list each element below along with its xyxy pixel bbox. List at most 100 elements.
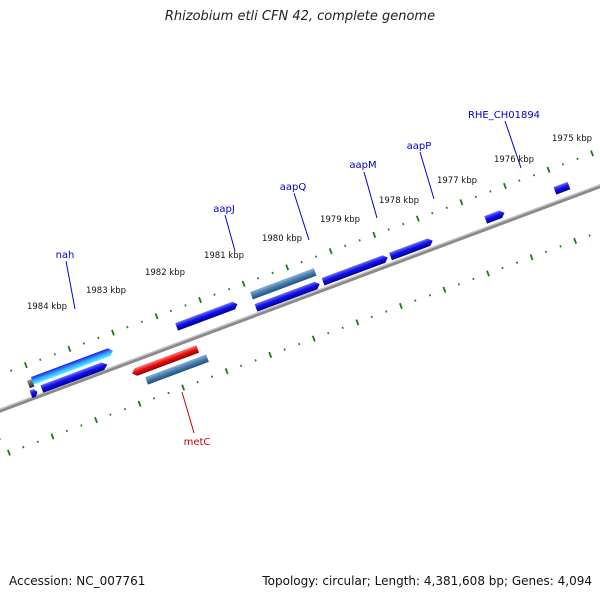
scale-tick (588, 234, 591, 237)
scale-tick (372, 231, 377, 238)
scale-tick (126, 325, 129, 329)
scale-tick (546, 166, 551, 173)
scale-tick (327, 332, 330, 335)
gene-label-aapj[interactable]: aapJ (213, 204, 235, 215)
scale-tick (283, 348, 286, 351)
scale-tick (241, 280, 246, 287)
scale-tick (387, 228, 390, 231)
tick-label-kbp: 1982 kbp (145, 268, 185, 278)
scale-tick (445, 206, 448, 209)
scale-tick (300, 260, 303, 264)
tick-label-kbp: 1978 kbp (379, 196, 419, 206)
scale-tick (213, 293, 216, 296)
gene-arrow[interactable] (30, 347, 114, 385)
tick-label-kbp: 1977 kbp (437, 176, 477, 186)
scale-tick (65, 429, 68, 433)
scale-tick (472, 277, 475, 281)
scale-tick (181, 384, 186, 391)
scale-tick (82, 342, 85, 345)
map-title: Rhizobium etli CFN 42, complete genome (164, 9, 436, 24)
scale-tick (402, 222, 405, 226)
scale-tick (385, 310, 388, 313)
scale-tick (515, 261, 519, 264)
scale-tick (501, 266, 504, 270)
scale-tick (23, 362, 28, 369)
gene-leaders (65, 120, 522, 434)
genome-summary-text: Topology: circular; Length: 4,381,608 bp… (262, 574, 592, 588)
scale-tick (486, 270, 490, 277)
scale-tick (457, 283, 460, 286)
gene-label-metc[interactable]: metC (184, 437, 211, 448)
gene-arrow[interactable] (175, 300, 239, 331)
accession-text: Accession: NC_007761 (9, 574, 146, 588)
scale-tick (559, 245, 562, 248)
gene-labels: nah aapJ aapQ aapM aapP RHE_CH01894 metC (56, 110, 540, 448)
scale-tick (7, 449, 11, 456)
scale-tick (210, 375, 214, 378)
scale-tick (315, 255, 318, 258)
scale-tick (109, 413, 112, 416)
scale-tick (474, 195, 477, 199)
gene-arrow[interactable] (553, 181, 571, 195)
scale-tick (341, 326, 344, 330)
scale-tick (503, 182, 507, 190)
scale-tick (355, 319, 360, 326)
scale-tick (518, 179, 521, 182)
scale-tick (328, 248, 333, 255)
scale-tick (97, 336, 100, 340)
scale-tick (123, 407, 127, 411)
scale-tick (256, 277, 260, 280)
gene-arrow[interactable] (484, 209, 506, 224)
scale-tick (169, 309, 173, 313)
gene-arrow[interactable] (26, 378, 35, 389)
scale-tick (285, 264, 290, 271)
gene-label-nah[interactable]: nah (56, 250, 75, 261)
gene-label-rhe-ch01894[interactable]: RHE_CH01894 (468, 110, 540, 121)
scale-tick (152, 397, 156, 400)
gene-arrow[interactable] (254, 280, 321, 312)
scale-tick (573, 237, 578, 245)
scale-tick (576, 157, 579, 161)
gene-label-aapq[interactable]: aapQ (280, 182, 307, 193)
gene-label-aapp[interactable]: aapP (407, 141, 432, 152)
scale-tick (344, 244, 347, 247)
scale-tick (137, 400, 142, 407)
gene-arrow[interactable] (321, 254, 389, 286)
scale-tick (414, 299, 417, 302)
scale-tick (431, 211, 434, 215)
scale-tick (50, 433, 55, 440)
scale-tick (240, 364, 243, 368)
gene-arrow[interactable] (131, 345, 200, 377)
scale-tick (399, 302, 403, 310)
scale-tick (198, 296, 202, 304)
scale-tick (268, 351, 273, 359)
scale-tick (415, 215, 420, 222)
tick-label-kbp: 1979 kbp (320, 215, 360, 225)
scale-tick (111, 329, 115, 336)
gene-arrow[interactable] (389, 237, 434, 261)
scale-tick (227, 287, 231, 291)
gene-arrow[interactable] (29, 388, 39, 398)
scale-tick (442, 286, 447, 293)
gene-arrow[interactable] (40, 361, 108, 393)
genome-backbone (0, 135, 600, 455)
scale-tick (22, 445, 25, 449)
scale-tick (298, 342, 301, 346)
scale-tick (590, 150, 594, 157)
tick-label-kbp: 1984 kbp (27, 302, 67, 312)
outer-scale-track (10, 150, 594, 372)
tick-label-kbp: 1976 kbp (494, 155, 534, 165)
scale-tick (140, 320, 144, 323)
tick-labels: 1984 kbp 1983 kbp 1982 kbp 1981 kbp 1980… (27, 134, 592, 312)
scale-tick (36, 440, 39, 444)
inner-scale-track (7, 234, 591, 456)
scale-tick (167, 391, 170, 395)
scale-tick (53, 353, 56, 356)
gene-arrow[interactable] (0, 432, 1, 456)
gene-arrow[interactable] (250, 268, 317, 300)
tick-label-kbp: 1980 kbp (262, 234, 302, 244)
tick-label-kbp: 1981 kbp (204, 251, 244, 261)
gene-arrow[interactable] (145, 354, 209, 385)
gene-label-aapm[interactable]: aapM (349, 160, 376, 171)
